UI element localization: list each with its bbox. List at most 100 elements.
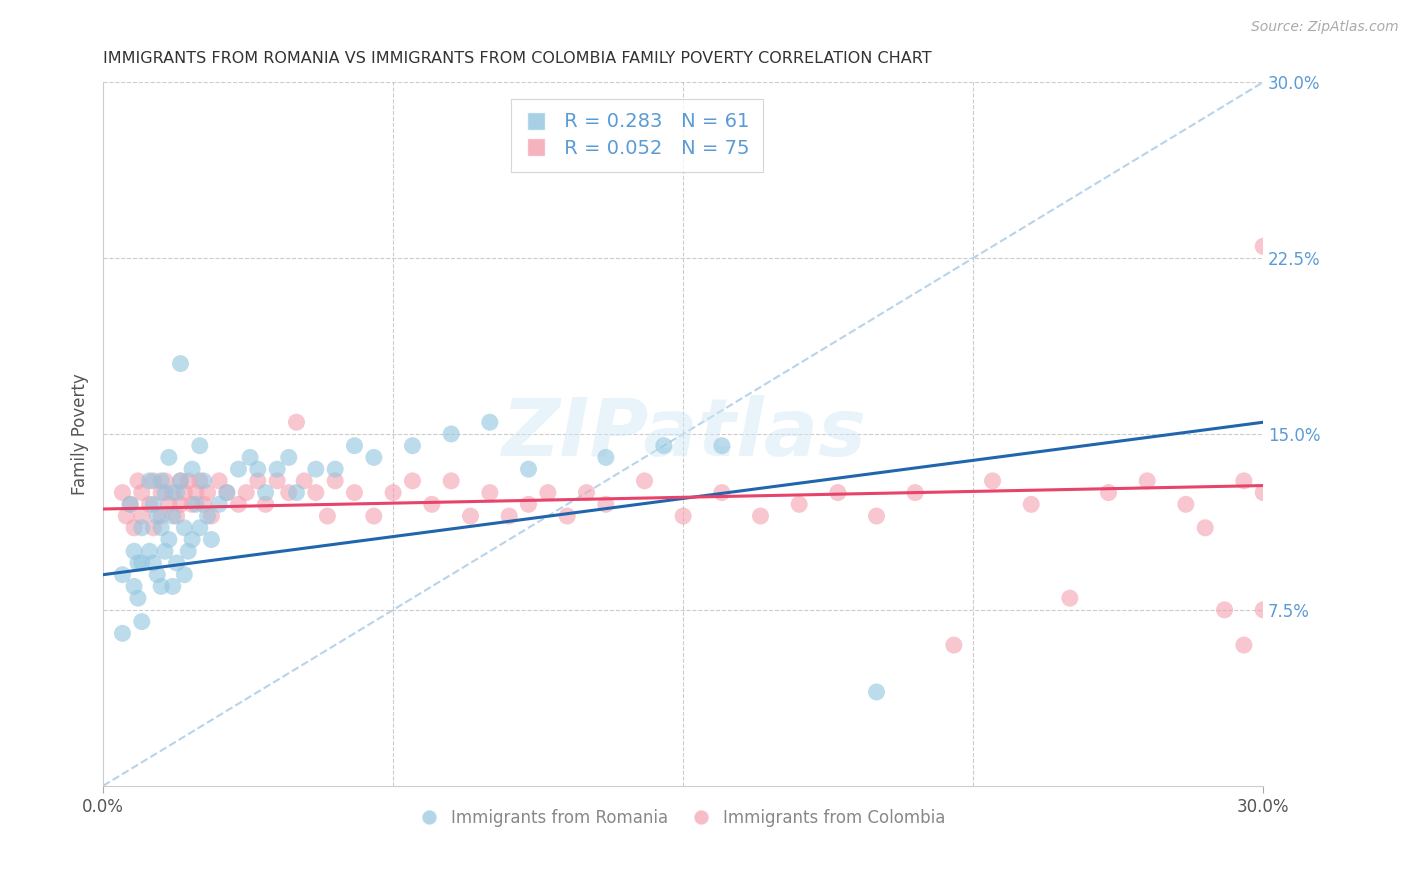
Point [1233, 474, 1256, 488]
Point [162, 509, 184, 524]
Point [1213, 603, 1236, 617]
Point [173, 521, 195, 535]
Point [575, 485, 598, 500]
Point [162, 485, 184, 500]
Point [440, 474, 463, 488]
Point [166, 509, 188, 524]
Point [710, 485, 733, 500]
Point [382, 485, 405, 500]
Point [285, 485, 308, 500]
Point [254, 485, 277, 500]
Point [169, 474, 191, 488]
Point [266, 462, 288, 476]
Point [305, 485, 328, 500]
Point [157, 533, 180, 547]
Point [787, 497, 810, 511]
Point [157, 497, 180, 511]
Point [1251, 485, 1274, 500]
Point [157, 450, 180, 465]
Text: ZIPatlas: ZIPatlas [501, 395, 866, 473]
Point [120, 497, 142, 511]
Point [188, 439, 211, 453]
Point [188, 521, 211, 535]
Point [343, 485, 366, 500]
Point [478, 485, 501, 500]
Point [292, 474, 315, 488]
Point [111, 485, 134, 500]
Point [246, 462, 269, 476]
Point [228, 497, 250, 511]
Point [181, 533, 204, 547]
Point [120, 497, 142, 511]
Point [246, 474, 269, 488]
Point [142, 521, 165, 535]
Point [316, 509, 339, 524]
Point [138, 544, 160, 558]
Point [169, 357, 191, 371]
Point [595, 450, 617, 465]
Point [277, 450, 299, 465]
Point [177, 544, 200, 558]
Point [305, 462, 328, 476]
Point [215, 485, 238, 500]
Point [865, 685, 887, 699]
Point [401, 439, 423, 453]
Point [173, 567, 195, 582]
Point [197, 509, 219, 524]
Point [115, 509, 138, 524]
Point [111, 626, 134, 640]
Point [131, 556, 153, 570]
Point [239, 450, 262, 465]
Point [363, 450, 385, 465]
Point [111, 567, 134, 582]
Point [942, 638, 965, 652]
Point [122, 521, 145, 535]
Point [181, 462, 204, 476]
Point [215, 485, 238, 500]
Point [138, 497, 160, 511]
Point [277, 485, 299, 500]
Point [652, 439, 675, 453]
Point [169, 497, 191, 511]
Point [173, 485, 195, 500]
Y-axis label: Family Poverty: Family Poverty [72, 373, 89, 495]
Point [177, 474, 200, 488]
Point [200, 509, 222, 524]
Point [1251, 603, 1274, 617]
Point [188, 474, 211, 488]
Point [122, 579, 145, 593]
Text: IMMIGRANTS FROM ROMANIA VS IMMIGRANTS FROM COLOMBIA FAMILY POVERTY CORRELATION C: IMMIGRANTS FROM ROMANIA VS IMMIGRANTS FR… [103, 51, 932, 66]
Point [1233, 638, 1256, 652]
Point [138, 474, 160, 488]
Point [208, 474, 231, 488]
Point [865, 509, 887, 524]
Point [981, 474, 1004, 488]
Point [150, 509, 173, 524]
Point [672, 509, 695, 524]
Point [1019, 497, 1042, 511]
Point [401, 474, 423, 488]
Point [208, 497, 231, 511]
Point [193, 497, 215, 511]
Point [633, 474, 655, 488]
Point [142, 474, 165, 488]
Point [1097, 485, 1119, 500]
Point [153, 474, 176, 488]
Point [150, 579, 173, 593]
Point [166, 485, 188, 500]
Point [153, 485, 176, 500]
Point [150, 485, 173, 500]
Point [498, 509, 520, 524]
Point [197, 485, 219, 500]
Point [460, 509, 482, 524]
Point [478, 415, 501, 429]
Point [1194, 521, 1216, 535]
Point [184, 485, 207, 500]
Point [166, 556, 188, 570]
Point [127, 474, 149, 488]
Point [131, 521, 153, 535]
Legend: Immigrants from Romania, Immigrants from Colombia: Immigrants from Romania, Immigrants from… [415, 803, 952, 834]
Point [131, 615, 153, 629]
Point [193, 474, 215, 488]
Point [555, 509, 578, 524]
